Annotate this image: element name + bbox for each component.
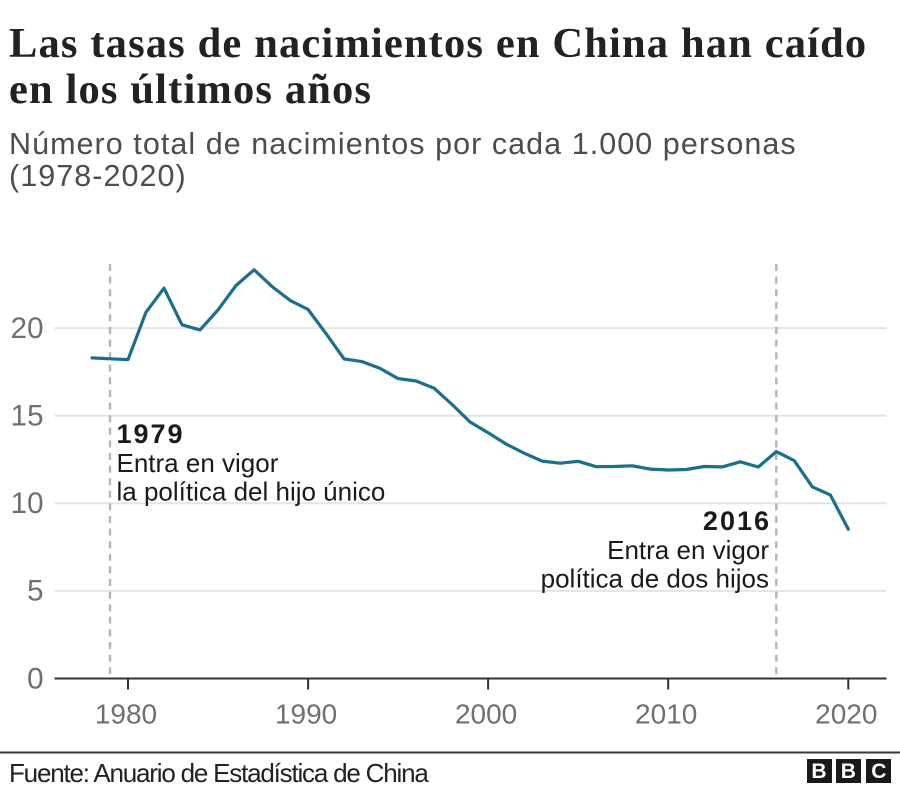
- svg-text:5: 5: [27, 575, 43, 608]
- svg-text:política de dos hijos: política de dos hijos: [541, 564, 769, 594]
- svg-text:1980: 1980: [95, 699, 157, 730]
- svg-text:2016: 2016: [703, 506, 771, 536]
- svg-text:1979: 1979: [117, 419, 185, 449]
- svg-text:0: 0: [27, 662, 43, 695]
- svg-text:2010: 2010: [635, 699, 697, 730]
- svg-text:la política del hijo único: la política del hijo único: [117, 477, 386, 507]
- svg-text:1990: 1990: [275, 699, 337, 730]
- svg-text:Entra en vigor: Entra en vigor: [607, 535, 769, 565]
- svg-text:15: 15: [11, 400, 44, 433]
- svg-text:20: 20: [11, 312, 44, 345]
- svg-text:2020: 2020: [815, 699, 877, 730]
- svg-text:2000: 2000: [455, 699, 517, 730]
- svg-text:10: 10: [11, 487, 44, 520]
- svg-text:Entra en vigor: Entra en vigor: [117, 448, 279, 478]
